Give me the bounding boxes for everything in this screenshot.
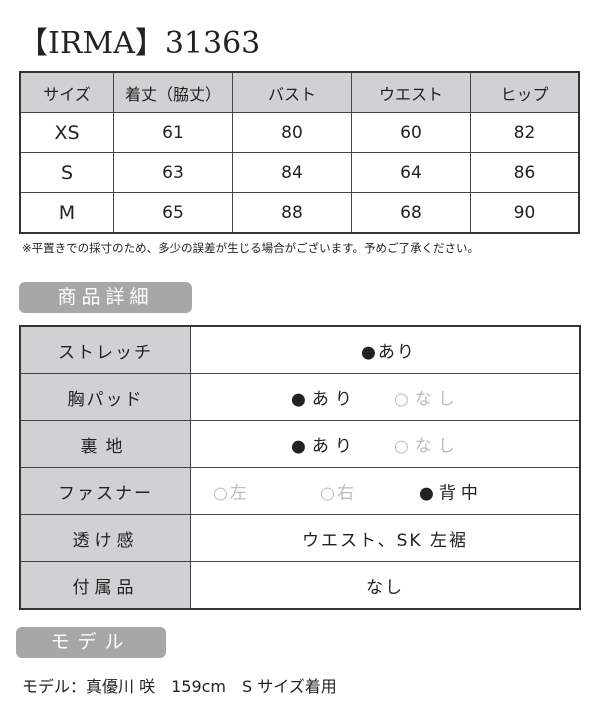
option-no: ○なし <box>394 436 461 457</box>
value: ●あり ○なし <box>190 373 581 421</box>
option-yes: ●あり <box>361 342 416 363</box>
label: 透け感 <box>19 514 191 562</box>
cell: 68 <box>351 192 471 234</box>
size-table: サイズ 着丈（脇丈） バスト ウエスト ヒップ XS 61 80 60 82 S… <box>19 71 580 234</box>
detail-row-accessory: 付属品 なし <box>19 561 581 610</box>
value: ●あり ○なし <box>190 420 581 468</box>
table-row: XS 61 80 60 82 <box>19 112 580 153</box>
cell: 84 <box>232 152 352 193</box>
header-cell: 着丈（脇丈） <box>113 71 233 113</box>
label: 付属品 <box>19 561 191 610</box>
option-yes: ●あり <box>291 436 358 457</box>
model-heading: モデル <box>16 627 166 658</box>
detail-row-pad: 胸パッド ●あり ○なし <box>19 373 581 421</box>
header-cell: サイズ <box>19 71 114 113</box>
cell: M <box>19 192 114 234</box>
detail-row-sheer: 透け感 ウエスト、SK 左裾 <box>19 514 581 562</box>
cell: 86 <box>470 152 580 193</box>
cell: 88 <box>232 192 352 234</box>
cell: 90 <box>470 192 580 234</box>
measurement-note: ※平置きでの採寸のため、多少の誤差が生じる場合がございます。予めご了承ください。 <box>22 241 479 255</box>
cell: 63 <box>113 152 233 193</box>
option-yes: ●あり <box>291 389 358 410</box>
cell: 65 <box>113 192 233 234</box>
value: ○左 ○右 ●背中 <box>190 467 581 515</box>
cell: 61 <box>113 112 233 153</box>
value: ウエスト、SK 左裾 <box>190 514 581 562</box>
detail-row-zipper: ファスナー ○左 ○右 ●背中 <box>19 467 581 515</box>
cell: 80 <box>232 112 352 153</box>
option-left: ○左 <box>213 483 249 504</box>
cell: 60 <box>351 112 471 153</box>
detail-row-stretch: ストレッチ ●あり <box>19 325 581 374</box>
header-cell: バスト <box>232 71 352 113</box>
detail-table: ストレッチ ●あり 胸パッド ●あり ○なし 裏地 ●あり ○なし ファスナー … <box>19 325 581 610</box>
value: ●あり <box>190 325 581 374</box>
cell: S <box>19 152 114 193</box>
detail-heading: 商品詳細 <box>19 282 192 313</box>
value: なし <box>190 561 581 610</box>
label: 裏地 <box>19 420 191 468</box>
label: ファスナー <box>19 467 191 515</box>
table-row: S 63 84 64 86 <box>19 152 580 193</box>
product-title: 【IRMA】31363 <box>18 26 261 61</box>
cell: XS <box>19 112 114 153</box>
table-header-row: サイズ 着丈（脇丈） バスト ウエスト ヒップ <box>19 71 580 113</box>
option-right: ○右 <box>320 483 356 504</box>
label: ストレッチ <box>19 325 191 374</box>
option-no: ○なし <box>394 389 461 410</box>
detail-row-lining: 裏地 ●あり ○なし <box>19 420 581 468</box>
label: 胸パッド <box>19 373 191 421</box>
header-cell: ヒップ <box>470 71 580 113</box>
model-info: モデル：真優川 咲 159cm S サイズ着用 <box>22 677 337 696</box>
cell: 82 <box>470 112 580 153</box>
table-row: M 65 88 68 90 <box>19 192 580 234</box>
option-back: ●背中 <box>419 483 483 504</box>
cell: 64 <box>351 152 471 193</box>
header-cell: ウエスト <box>351 71 471 113</box>
